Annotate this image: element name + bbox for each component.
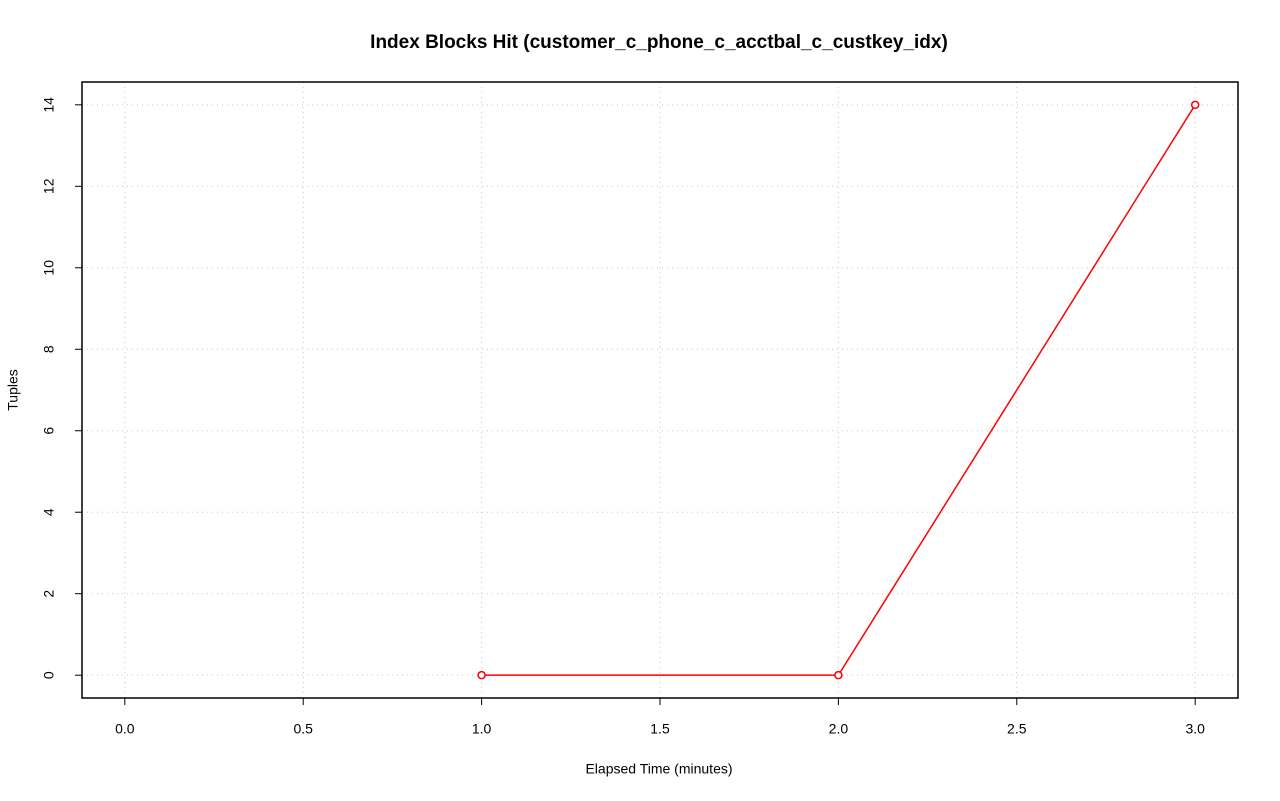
x-tick-label: 1.0	[472, 721, 492, 737]
y-tick-label: 14	[41, 97, 57, 113]
x-tick-label: 0.0	[115, 721, 135, 737]
y-tick-label: 2	[41, 590, 57, 598]
chart-title: Index Blocks Hit (customer_c_phone_c_acc…	[370, 32, 948, 53]
x-tick-label: 0.5	[293, 721, 313, 737]
data-point	[834, 670, 843, 680]
data-point	[1190, 100, 1200, 110]
x-tick-label: 3.0	[1185, 721, 1205, 737]
y-tick-label: 10	[41, 260, 57, 276]
data-line	[481, 104, 1196, 676]
y-tick-label: 8	[41, 345, 57, 353]
y-axis-label: Tuples	[5, 369, 21, 411]
plot-frame	[81, 81, 1239, 699]
x-axis-label: Elapsed Time (minutes)	[585, 761, 732, 777]
x-tick-label: 1.5	[650, 721, 670, 737]
x-tick-label: 2.5	[1007, 721, 1027, 737]
y-tick-label: 6	[41, 427, 57, 435]
data-point	[477, 670, 486, 680]
y-tick-label: 0	[41, 671, 57, 679]
x-tick-label: 2.0	[829, 721, 849, 737]
y-tick-label: 12	[41, 178, 57, 194]
y-tick-label: 4	[41, 508, 57, 516]
